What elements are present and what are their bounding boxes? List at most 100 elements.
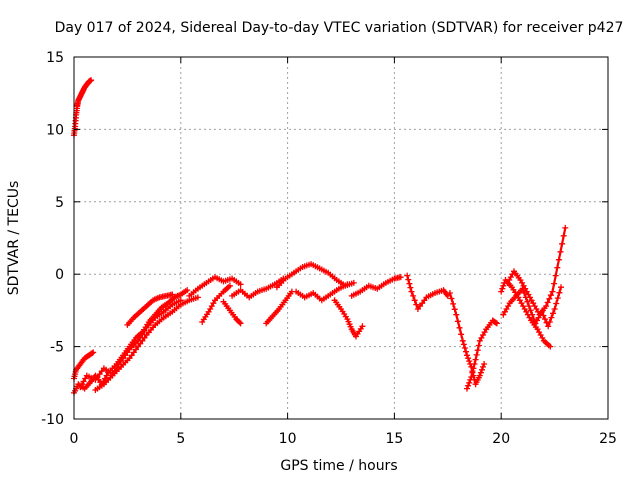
data-point [551, 280, 558, 287]
data-point [543, 319, 550, 326]
data-point [468, 374, 475, 380]
data-point [498, 288, 505, 295]
data-point [410, 292, 417, 299]
y-tick-label: 10 [46, 122, 64, 138]
series-arc-15 [348, 274, 404, 299]
data-point [471, 361, 478, 367]
series-arc-6 [124, 291, 176, 328]
series-arc-21 [504, 224, 569, 318]
data-point [466, 379, 473, 386]
data-point [446, 290, 453, 296]
data-point [500, 282, 507, 289]
y-tick-label: 0 [55, 267, 64, 283]
data-point [169, 291, 176, 298]
data-point [451, 306, 458, 313]
data-point [458, 331, 465, 338]
series-arc-2 [71, 349, 97, 382]
data-point [480, 363, 486, 370]
x-tick-label: 5 [176, 431, 185, 447]
data-point [469, 369, 476, 376]
data-point [397, 274, 404, 281]
data-point [529, 311, 536, 318]
data-point [464, 385, 470, 392]
chart-ticks: 0 5 10 15 20 25 -10 -5 0 5 10 15 [41, 50, 617, 447]
data-point [560, 232, 567, 239]
y-axis-label: SDTVAR / TECUs [6, 181, 22, 296]
x-axis-label: GPS time / hours [280, 458, 397, 474]
data-point [556, 289, 563, 296]
data-point [465, 382, 472, 389]
series-arc-5 [92, 294, 201, 393]
data-point [459, 337, 466, 344]
data-point [237, 320, 244, 327]
data-point [407, 284, 414, 291]
data-point [413, 301, 420, 308]
data-point [460, 341, 467, 348]
series-arc-18 [464, 317, 500, 392]
data-point [544, 299, 551, 306]
data-point [547, 292, 554, 299]
y-tick-label: 15 [46, 50, 64, 66]
data-point [89, 350, 96, 357]
data-point [554, 295, 561, 302]
data-point [406, 280, 413, 287]
data-point [499, 285, 506, 292]
data-point [463, 348, 469, 355]
data-point [467, 376, 474, 383]
data-point [524, 298, 531, 305]
x-tick-label: 0 [70, 431, 79, 447]
data-point [236, 319, 243, 326]
chart-series [71, 77, 569, 396]
data-point [549, 288, 556, 295]
y-tick-label: -10 [41, 412, 64, 428]
data-point [492, 319, 499, 326]
data-point [454, 318, 461, 325]
data-point [473, 351, 480, 358]
data-point [475, 342, 482, 349]
data-point [237, 281, 244, 288]
series-arc-16 [404, 272, 451, 312]
series-arc-11 [263, 288, 295, 327]
data-point [359, 323, 366, 330]
data-point [474, 347, 481, 354]
plot-frame [73, 56, 609, 420]
data-point [542, 316, 548, 323]
data-point [450, 300, 457, 307]
y-tick-label: 5 [55, 195, 64, 211]
data-point [562, 224, 569, 231]
x-tick-label: 10 [279, 431, 297, 447]
chart-gridlines [74, 57, 608, 419]
data-point [547, 343, 554, 350]
data-point [477, 369, 484, 376]
data-point [481, 361, 488, 367]
data-point [139, 331, 146, 338]
data-point [350, 279, 357, 286]
data-point [472, 356, 479, 363]
data-point [552, 272, 559, 279]
data-point [466, 358, 473, 365]
series-arc-20 [500, 284, 564, 330]
data-point [530, 316, 537, 323]
data-point [456, 324, 463, 331]
series-arc-10 [229, 275, 287, 301]
data-point [545, 323, 552, 330]
data-point [448, 295, 455, 302]
chart-title: Day 017 of 2024, Sidereal Day-to-day VTE… [55, 20, 624, 36]
data-point [194, 294, 201, 301]
series-arc-14 [331, 297, 366, 340]
data-point [493, 320, 500, 327]
series-arc-13 [293, 281, 351, 304]
data-point [465, 355, 472, 362]
data-point [404, 272, 411, 279]
data-point [411, 297, 418, 304]
data-point [226, 282, 233, 289]
data-point [558, 284, 564, 291]
data-point [527, 307, 534, 314]
data-point [90, 349, 97, 356]
data-point [546, 295, 553, 302]
data-point [543, 303, 550, 310]
data-point [548, 314, 555, 321]
x-tick-label: 25 [599, 431, 617, 447]
data-point [546, 319, 553, 325]
